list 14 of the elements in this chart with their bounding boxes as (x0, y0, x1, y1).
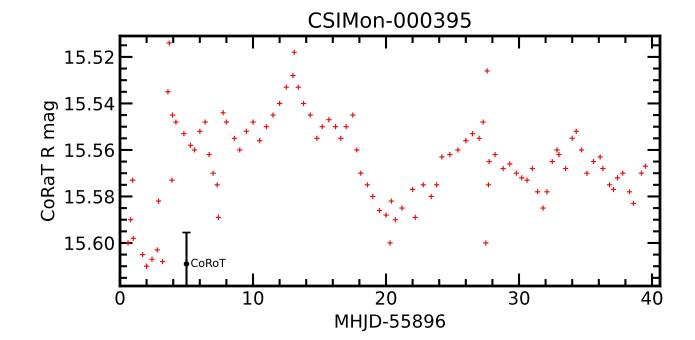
x-tick-label: 20 (376, 291, 396, 305)
annotation: CoRoT (191, 258, 226, 268)
y-tick-label: 15.60 (65, 236, 114, 250)
x-axis-title: MHJD-55896 (336, 314, 446, 332)
y-tick-label: 15.52 (65, 50, 114, 64)
y-tick-label: 15.56 (65, 143, 114, 158)
y-tick-label: 15.54 (65, 97, 114, 111)
x-tick-label: 0 (115, 291, 125, 305)
x-tick-label: 10 (244, 291, 264, 305)
x-tick-label: 30 (508, 291, 530, 305)
y-tick-label: 15.58 (65, 190, 114, 204)
x-tick-label: 40 (641, 291, 662, 305)
chart-title: CSIMon-000395 (308, 12, 471, 28)
y-axis-title: CoRaT R mag (40, 102, 58, 221)
